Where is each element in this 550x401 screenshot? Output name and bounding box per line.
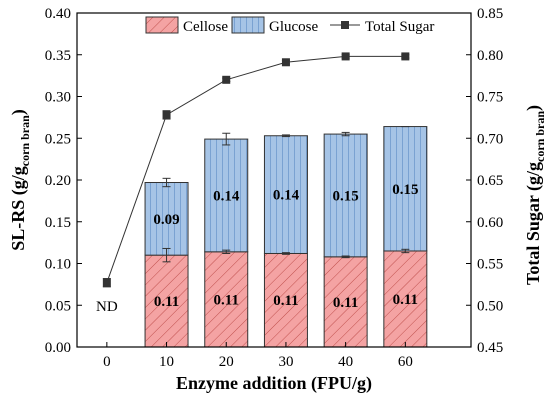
data-label-glucose: 0.15 (392, 182, 418, 198)
y-right-tick-label: 0.55 (477, 257, 503, 273)
bar-cellose (204, 251, 249, 348)
y-right-tick-label: 0.45 (477, 340, 503, 356)
y-right-tick-label: 0.60 (477, 215, 503, 231)
data-label-cellose: 0.11 (273, 293, 298, 309)
y-right-tick-label: 0.80 (477, 48, 503, 64)
y-right-tick-label: 0.70 (477, 131, 503, 147)
y-axis-title: SL-RS (g/gcorn bran) (8, 109, 32, 251)
x-tick-label: 40 (338, 354, 353, 370)
nd-annotation: ND (96, 299, 118, 315)
point-total-sugar (162, 110, 171, 119)
y-right-tick-label: 0.50 (477, 298, 503, 314)
x-tick-label: 0 (103, 354, 111, 370)
legend-label-cellose: Cellose (183, 19, 228, 35)
bar-cellose (144, 254, 189, 348)
y-tick-label: 0.35 (45, 48, 71, 64)
y-tick-label: 0.00 (45, 340, 71, 356)
y-tick-label: 0.05 (45, 298, 71, 314)
point-total-sugar (102, 278, 111, 287)
y-tick-label: 0.25 (45, 131, 71, 147)
bar-cellose (383, 250, 428, 348)
data-label-cellose: 0.11 (333, 295, 358, 311)
bar-glucose (323, 133, 368, 258)
legend-label-total-sugar: Total Sugar (365, 19, 434, 35)
legend-swatch-cellose (145, 16, 179, 34)
y-tick-label: 0.10 (45, 257, 71, 273)
point-total-sugar (222, 75, 231, 84)
data-label-glucose: 0.14 (213, 188, 240, 204)
point-total-sugar (401, 52, 410, 61)
y-right-axis-title: Total Sugar (g/gcorn bran) (523, 105, 547, 285)
bar-glucose (144, 182, 189, 256)
legend-marker-total-sugar (341, 21, 349, 29)
x-axis-title: Enzyme addition (FPU/g) (176, 373, 372, 394)
data-label-cellose: 0.11 (214, 292, 239, 308)
data-label-glucose: 0.14 (273, 188, 300, 204)
y-tick-label: 0.20 (45, 173, 71, 189)
line-total-sugar (106, 55, 406, 283)
y-right-tick-label: 0.65 (477, 173, 503, 189)
y-right-tick-label: 0.75 (477, 90, 503, 106)
data-label-cellose: 0.11 (393, 292, 418, 308)
point-total-sugar (341, 52, 350, 61)
y-tick-label: 0.15 (45, 215, 71, 231)
x-tick-label: 30 (278, 354, 293, 370)
legend-label-glucose: Glucose (269, 19, 318, 35)
x-tick-label: 60 (398, 354, 413, 370)
legend-swatch-glucose (231, 16, 265, 34)
y-tick-label: 0.30 (45, 90, 71, 106)
x-tick-label: 10 (159, 354, 174, 370)
y-tick-label: 0.40 (45, 6, 71, 22)
bar-cellose (323, 256, 368, 348)
data-label-cellose: 0.11 (154, 294, 179, 310)
data-label-glucose: 0.15 (333, 188, 359, 204)
data-label-glucose: 0.09 (153, 212, 179, 228)
y-right-tick-label: 0.85 (477, 6, 503, 22)
point-total-sugar (281, 58, 290, 67)
x-tick-label: 20 (219, 354, 234, 370)
bar-glucose (383, 126, 428, 252)
